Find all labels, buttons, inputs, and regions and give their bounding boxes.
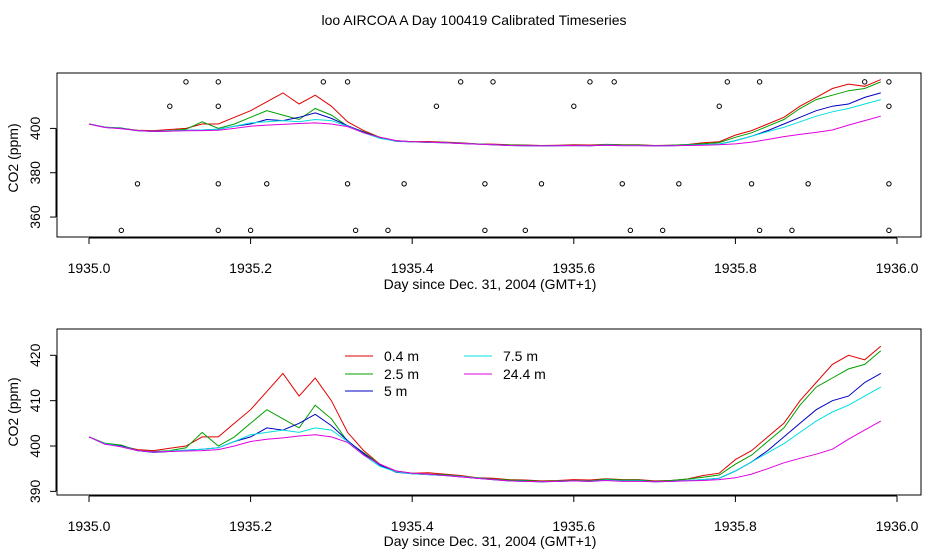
top-series-24-4-m: [88, 115, 881, 147]
outlier-point: [627, 227, 634, 234]
top-x-tick-label: 1935.4: [391, 260, 434, 276]
bottom-y-tick-label: 410: [27, 389, 43, 413]
top-y-tick-label: 380: [27, 161, 43, 185]
top-outlier-points: [118, 79, 892, 234]
top-plot-frame: [56, 72, 922, 238]
outlier-point: [215, 227, 221, 234]
outlier-point: [490, 79, 496, 85]
outlier-point: [215, 103, 221, 109]
bottom-y-tick-label: 390: [27, 479, 43, 503]
top-series-lines: [88, 79, 881, 147]
top-x-tick-label: 1936.0: [876, 260, 919, 276]
top-x-axis-label: Day since Dec. 31, 2004 (GMT+1): [384, 276, 597, 292]
outlier-point: [215, 79, 221, 85]
bottom-x-tick-label: 1936.0: [876, 518, 919, 534]
outlier-point: [789, 227, 795, 234]
outlier-point: [611, 79, 617, 85]
bottom-y-axis-label: CO2 (ppm): [5, 377, 21, 446]
top-y-tick-label: 400: [27, 117, 43, 141]
top-y-axis: 360 380 400: [27, 117, 57, 229]
top-x-axis: 1935.0 1935.2 1935.4 1935.6 1935.8 1936.0: [68, 237, 919, 276]
outlier-point: [352, 227, 359, 234]
top-series-5-m: [88, 92, 881, 147]
figure-title: loo AIRCOA A Day 100419 Calibrated Times…: [321, 12, 626, 28]
bottom-y-tick-label: 420: [27, 343, 43, 367]
outlier-point: [401, 181, 407, 187]
bottom-y-axis: 390 400 410 420: [27, 343, 57, 503]
outlier-point: [886, 181, 892, 187]
outlier-point: [482, 227, 488, 234]
bottom-series-5-m: [88, 372, 882, 483]
outlier-point: [619, 181, 625, 187]
top-y-tick-label: 360: [27, 205, 43, 229]
legend: 0.4 m 2.5 m5 m 7.5 m 24.4 m: [345, 348, 546, 399]
outlier-point: [571, 103, 577, 109]
bottom-x-tick-label: 1935.0: [68, 518, 111, 534]
bottom-series-2-5-m: [88, 350, 882, 482]
outlier-point: [724, 79, 731, 85]
bottom-x-tick-label: 1935.2: [229, 518, 272, 534]
bottom-x-tick-label: 1935.6: [552, 518, 595, 534]
outlier-point: [748, 181, 755, 187]
outlier-point: [167, 103, 173, 109]
bottom-x-axis-label: Day since Dec. 31, 2004 (GMT+1): [384, 533, 597, 549]
legend-label: 5 m: [384, 383, 407, 399]
outlier-point: [886, 227, 892, 234]
top-x-tick-label: 1935.0: [68, 260, 111, 276]
outlier-point: [118, 227, 125, 234]
outlier-point: [385, 227, 391, 234]
outlier-point: [886, 79, 892, 85]
top-x-tick-label: 1935.6: [552, 260, 595, 276]
top-series-0-4-m: [88, 79, 881, 147]
outlier-point: [247, 227, 254, 234]
bottom-series-7-5-m: [88, 386, 882, 483]
outlier-point: [264, 181, 270, 187]
top-x-tick-label: 1935.2: [229, 260, 272, 276]
top-y-axis-label: CO2 (ppm): [5, 123, 21, 192]
outlier-point: [320, 79, 327, 85]
outlier-point: [183, 79, 189, 85]
outlier-point: [482, 181, 488, 187]
bottom-x-tick-label: 1935.8: [714, 518, 757, 534]
outlier-point: [344, 79, 351, 85]
outlier-point: [756, 79, 763, 85]
legend-label: 7.5 m: [503, 348, 538, 364]
outlier-point: [433, 103, 440, 109]
outlier-point: [457, 79, 464, 85]
bottom-series-24-4-m: [88, 420, 882, 483]
outlier-point: [587, 79, 593, 85]
outlier-point: [344, 181, 351, 187]
outlier-point: [134, 181, 141, 187]
top-series-2-5-m: [88, 81, 881, 147]
outlier-point: [522, 227, 529, 234]
bottom-x-tick-label: 1935.4: [391, 518, 434, 534]
legend-label: 0.4 m: [384, 348, 419, 364]
bottom-plot-frame: [56, 328, 922, 496]
bottom-panel: 1935.0 1935.2 1935.4 1935.6 1935.8 1936.0 390…: [5, 328, 922, 549]
top-series-7-5-m: [88, 99, 881, 147]
outlier-point: [215, 181, 221, 187]
bottom-x-axis: 1935.0 1935.2 1935.4 1935.6 1935.8 1936.0: [68, 495, 919, 534]
outlier-point: [716, 103, 722, 109]
outlier-point: [756, 227, 763, 234]
bottom-y-tick-label: 400: [27, 434, 43, 458]
bottom-series-0-4-m: [88, 345, 882, 482]
legend-label: 24.4 m: [503, 366, 546, 382]
legend-label: 2.5 m: [384, 366, 419, 382]
outlier-point: [676, 181, 682, 187]
outlier-point: [805, 181, 811, 187]
top-panel: 1935.0 1935.2 1935.4 1935.6 1935.8 1936.0 360…: [5, 72, 922, 292]
outlier-point: [538, 181, 545, 187]
bottom-series-lines: [88, 345, 882, 483]
outlier-point: [659, 227, 666, 234]
outlier-point: [861, 79, 868, 85]
top-x-tick-label: 1935.8: [714, 260, 757, 276]
outlier-point: [886, 103, 892, 109]
